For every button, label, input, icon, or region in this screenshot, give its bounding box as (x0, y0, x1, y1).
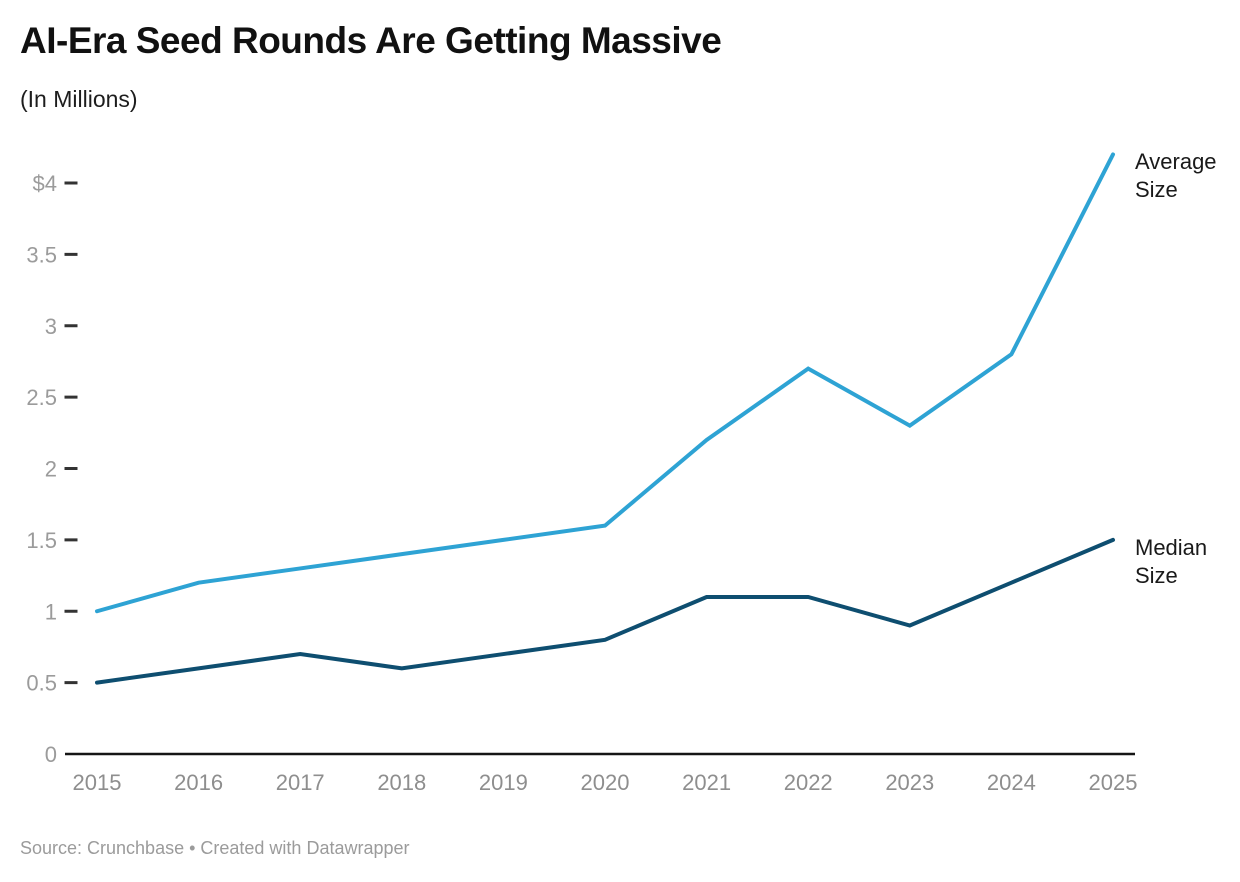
x-tick-label: 2022 (784, 770, 833, 795)
x-tick-label: 2019 (479, 770, 528, 795)
x-tick-label: 2023 (885, 770, 934, 795)
x-tick-label: 2021 (682, 770, 731, 795)
y-tick-mark (64, 181, 78, 185)
y-tick-label: 2 (45, 457, 57, 482)
x-tick-label: 2025 (1089, 770, 1138, 795)
x-tick-label: 2024 (987, 770, 1036, 795)
y-tick-label: 2.5 (26, 385, 57, 410)
x-tick-label: 2020 (581, 770, 630, 795)
y-tick-mark (64, 609, 78, 613)
chart-title: AI-Era Seed Rounds Are Getting Massive (20, 20, 722, 61)
chart-subtitle: (In Millions) (20, 86, 138, 112)
series-line-1 (95, 537, 1115, 685)
x-tick-label: 2015 (73, 770, 122, 795)
series-label-median-size: Median Size (1135, 534, 1208, 588)
series-label-average-size: Average Size (1135, 149, 1217, 203)
y-tick-mark (64, 681, 78, 685)
y-tick-label: 0 (45, 742, 57, 767)
y-tick-label: 3 (45, 314, 57, 339)
x-tick-label: 2018 (377, 770, 426, 795)
y-tick-label: 1 (45, 599, 57, 624)
y-tick-mark (64, 252, 78, 256)
y-tick-mark (64, 395, 78, 399)
x-tick-label: 2016 (174, 770, 223, 795)
series-line-0 (95, 152, 1115, 614)
y-tick-label: 1.5 (26, 528, 57, 553)
source-attribution: Source: Crunchbase • Created with Datawr… (20, 838, 410, 858)
y-tick-label: 0.5 (26, 671, 57, 696)
x-tick-label: 2017 (276, 770, 325, 795)
y-tick-mark (64, 467, 78, 470)
y-tick-label: $4 (33, 171, 57, 196)
y-tick-mark (64, 538, 78, 542)
y-tick-mark (64, 324, 78, 328)
y-tick-label: 3.5 (26, 242, 57, 267)
